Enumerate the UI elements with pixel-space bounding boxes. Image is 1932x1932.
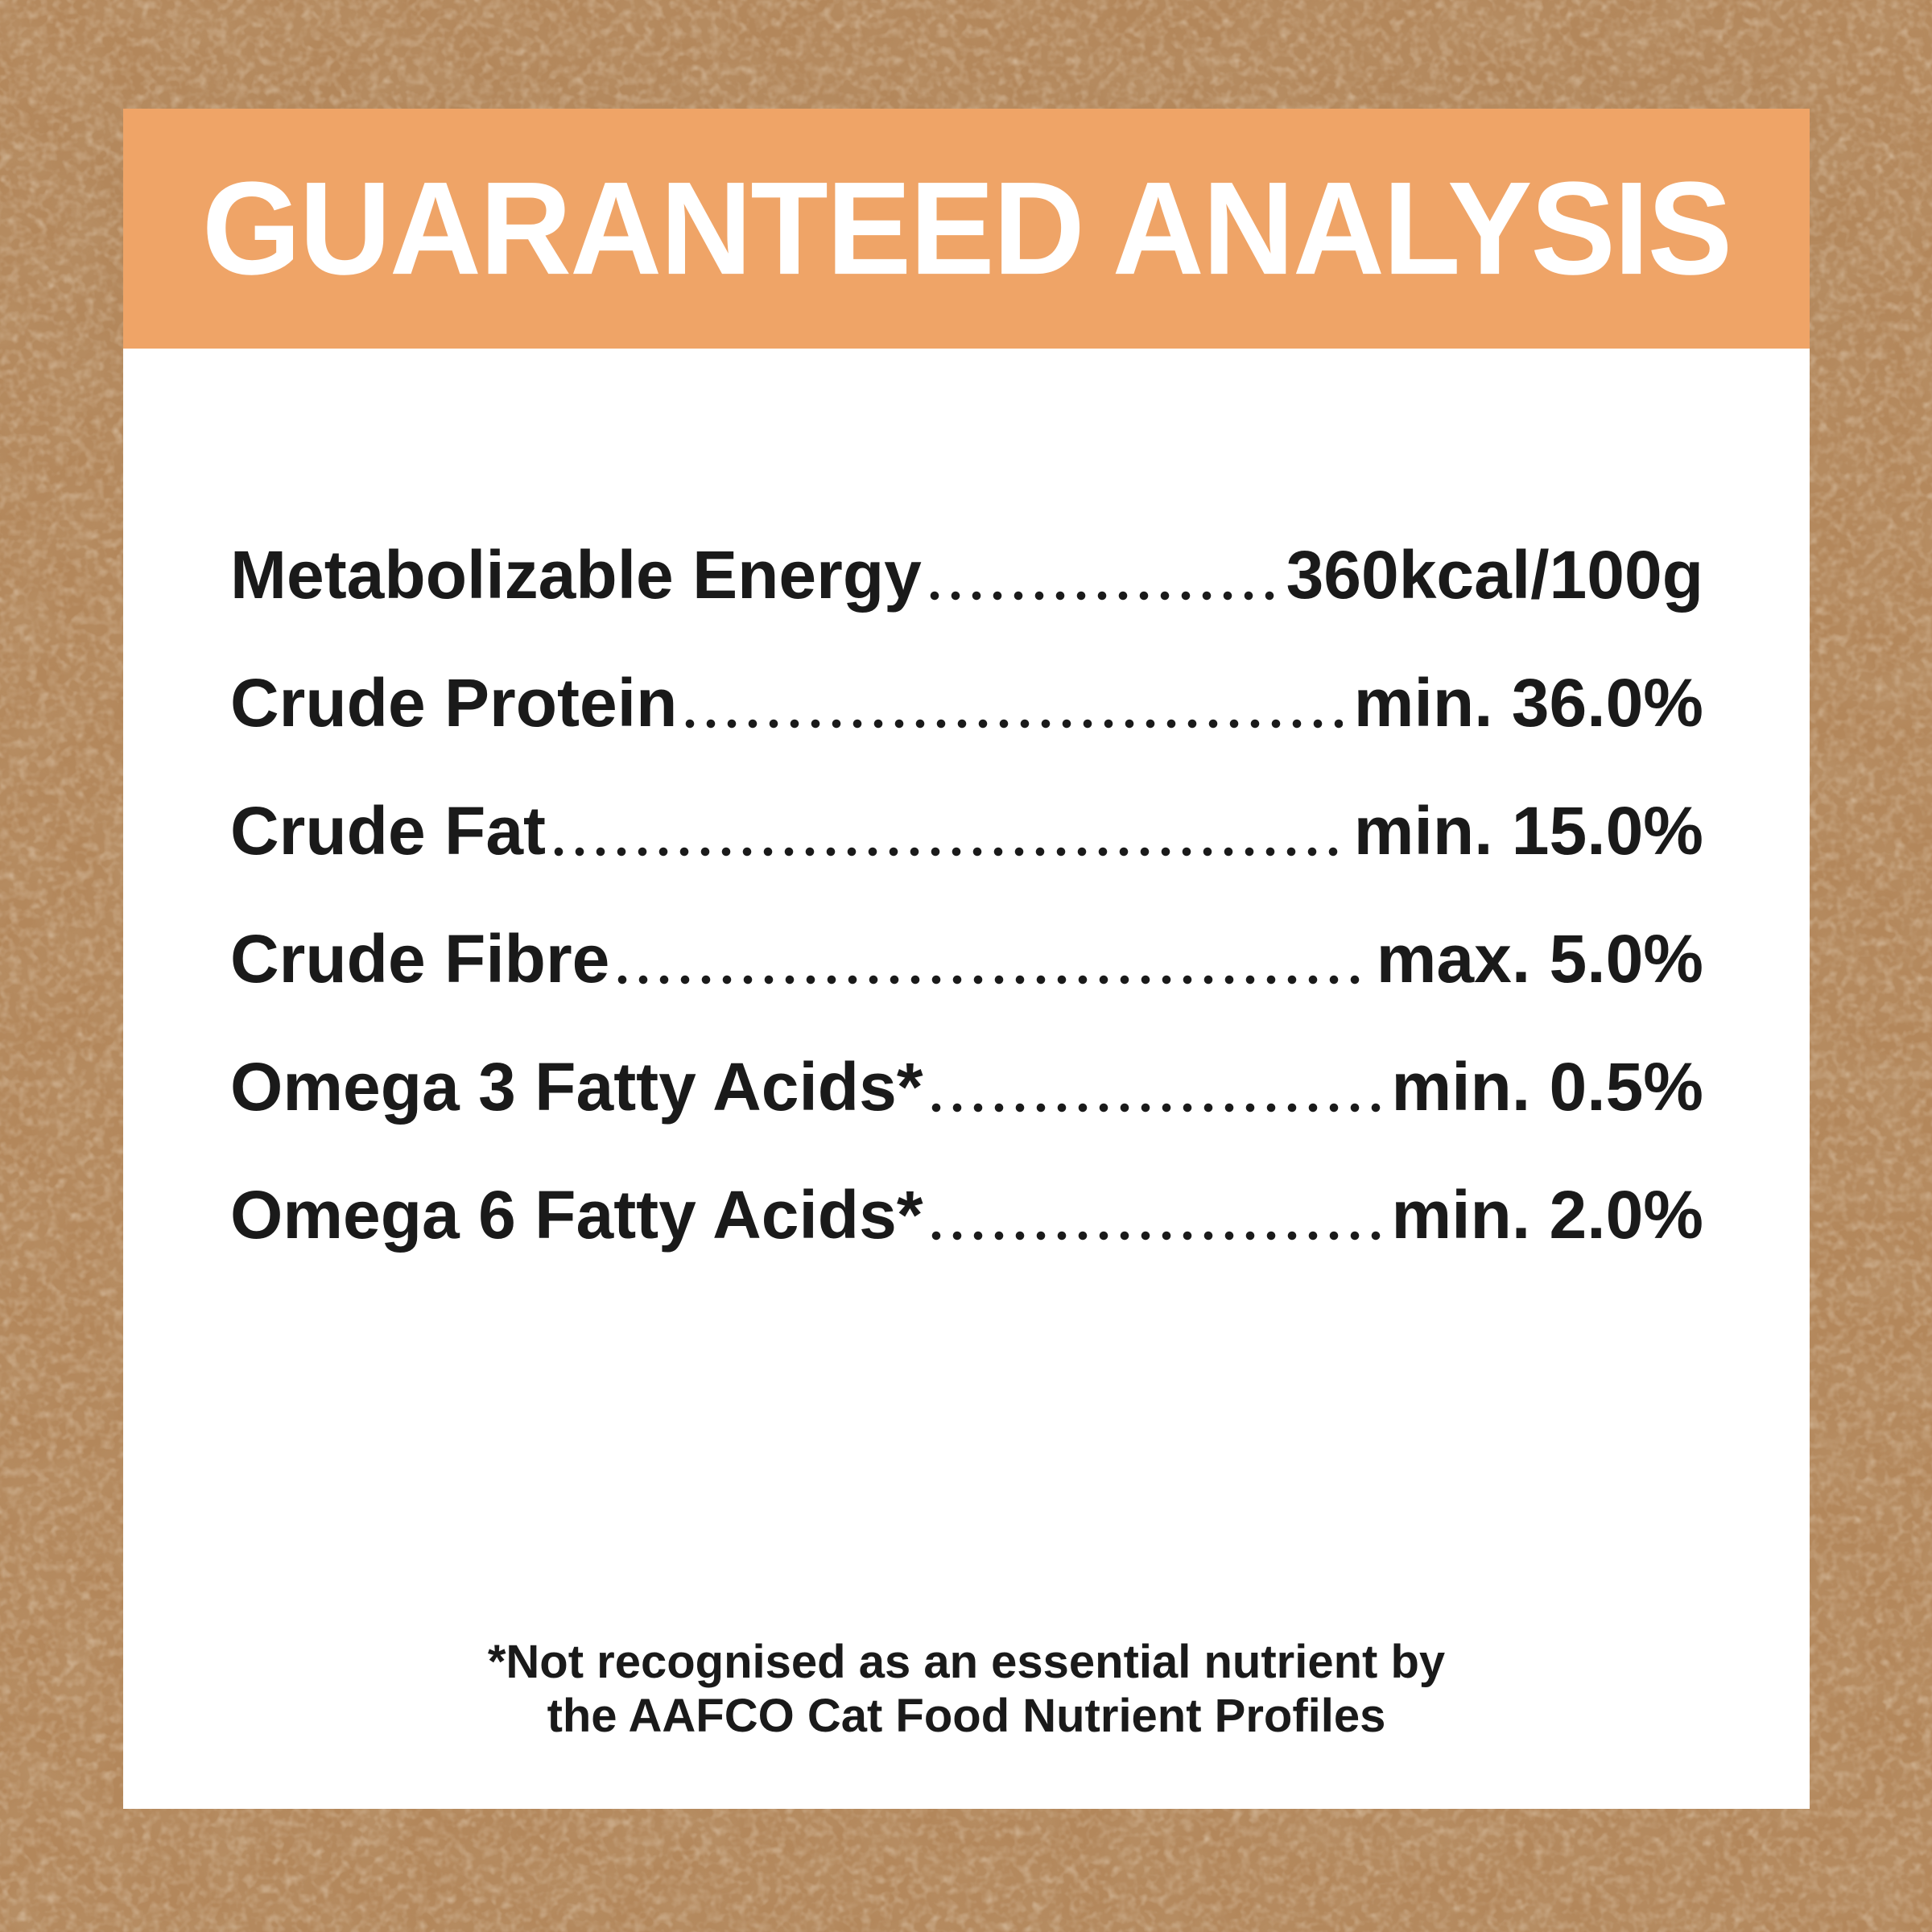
nutrient-value: max. 5.0% [1376,921,1703,997]
analysis-rows: Metabolizable Energy 360kcal/100g Crude … [230,511,1703,1279]
footnote-line-2: the AAFCO Cat Food Nutrient Profiles [547,1690,1386,1742]
nutrient-value: 360kcal/100g [1286,537,1703,613]
dotted-leader [931,1102,1381,1113]
dotted-leader [617,974,1365,985]
analysis-row-omega-3: Omega 3 Fatty Acids* min. 0.5% [230,1023,1703,1151]
page-title: GUARANTEED ANALYSIS [201,154,1732,302]
nutrient-value: min. 15.0% [1353,793,1703,869]
dotted-leader [931,1230,1381,1241]
nutrient-value: min. 2.0% [1391,1177,1703,1253]
nutrient-value: min. 0.5% [1391,1049,1703,1125]
analysis-row-crude-fibre: Crude Fibre max. 5.0% [230,895,1703,1023]
nutrient-label: Omega 3 Fatty Acids* [230,1049,923,1125]
analysis-row-crude-protein: Crude Protein min. 36.0% [230,639,1703,767]
nutrient-label: Omega 6 Fatty Acids* [230,1177,923,1253]
footnote: *Not recognised as an essential nutrient… [123,1635,1810,1743]
analysis-row-metabolizable-energy: Metabolizable Energy 360kcal/100g [230,511,1703,639]
nutrient-label: Crude Fat [230,793,547,869]
dotted-leader [929,590,1275,601]
analysis-card: GUARANTEED ANALYSIS Metabolizable Energy… [123,109,1810,1809]
dotted-leader [685,718,1343,729]
nutrient-label: Metabolizable Energy [230,537,922,613]
header-band: GUARANTEED ANALYSIS [123,109,1810,349]
analysis-row-omega-6: Omega 6 Fatty Acids* min. 2.0% [230,1151,1703,1279]
analysis-row-crude-fat: Crude Fat min. 15.0% [230,767,1703,895]
nutrient-label: Crude Fibre [230,921,610,997]
footnote-line-1: *Not recognised as an essential nutrient… [487,1636,1446,1688]
dotted-leader [554,846,1343,857]
nutrient-label: Crude Protein [230,665,678,741]
nutrient-value: min. 36.0% [1353,665,1703,741]
